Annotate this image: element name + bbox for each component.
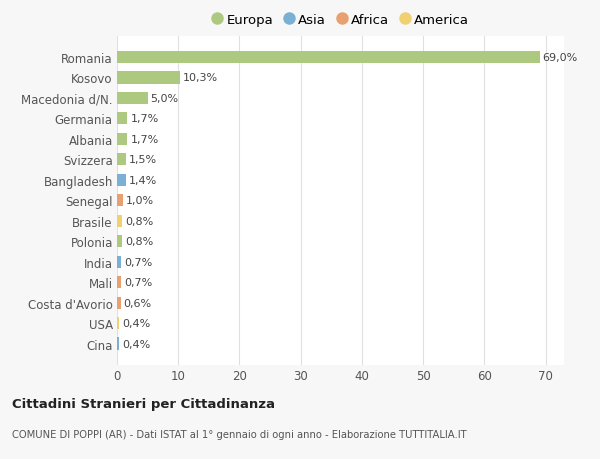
- Text: 1,7%: 1,7%: [130, 134, 159, 145]
- Bar: [117, 154, 126, 166]
- Text: 1,0%: 1,0%: [126, 196, 154, 206]
- Bar: [117, 297, 121, 309]
- Bar: [117, 276, 121, 289]
- Text: 0,7%: 0,7%: [124, 278, 152, 287]
- Bar: [117, 134, 127, 146]
- Text: 0,4%: 0,4%: [122, 319, 151, 328]
- Text: 10,3%: 10,3%: [183, 73, 218, 83]
- Text: 0,4%: 0,4%: [122, 339, 151, 349]
- Bar: [117, 338, 119, 350]
- Bar: [117, 174, 125, 186]
- Legend: Europa, Asia, Africa, America: Europa, Asia, Africa, America: [212, 13, 469, 27]
- Text: 69,0%: 69,0%: [542, 53, 578, 63]
- Bar: [117, 51, 539, 64]
- Text: 0,7%: 0,7%: [124, 257, 152, 267]
- Bar: [117, 215, 122, 227]
- Text: Cittadini Stranieri per Cittadinanza: Cittadini Stranieri per Cittadinanza: [12, 397, 275, 410]
- Text: 0,8%: 0,8%: [125, 216, 153, 226]
- Text: 1,5%: 1,5%: [129, 155, 157, 165]
- Bar: [117, 113, 127, 125]
- Bar: [117, 93, 148, 105]
- Bar: [117, 235, 122, 248]
- Text: 1,4%: 1,4%: [128, 175, 157, 185]
- Text: 5,0%: 5,0%: [151, 94, 179, 104]
- Bar: [117, 72, 180, 84]
- Bar: [117, 317, 119, 330]
- Text: COMUNE DI POPPI (AR) - Dati ISTAT al 1° gennaio di ogni anno - Elaborazione TUTT: COMUNE DI POPPI (AR) - Dati ISTAT al 1° …: [12, 429, 467, 439]
- Text: 0,8%: 0,8%: [125, 237, 153, 246]
- Text: 0,6%: 0,6%: [124, 298, 152, 308]
- Bar: [117, 256, 121, 268]
- Bar: [117, 195, 123, 207]
- Text: 1,7%: 1,7%: [130, 114, 159, 124]
